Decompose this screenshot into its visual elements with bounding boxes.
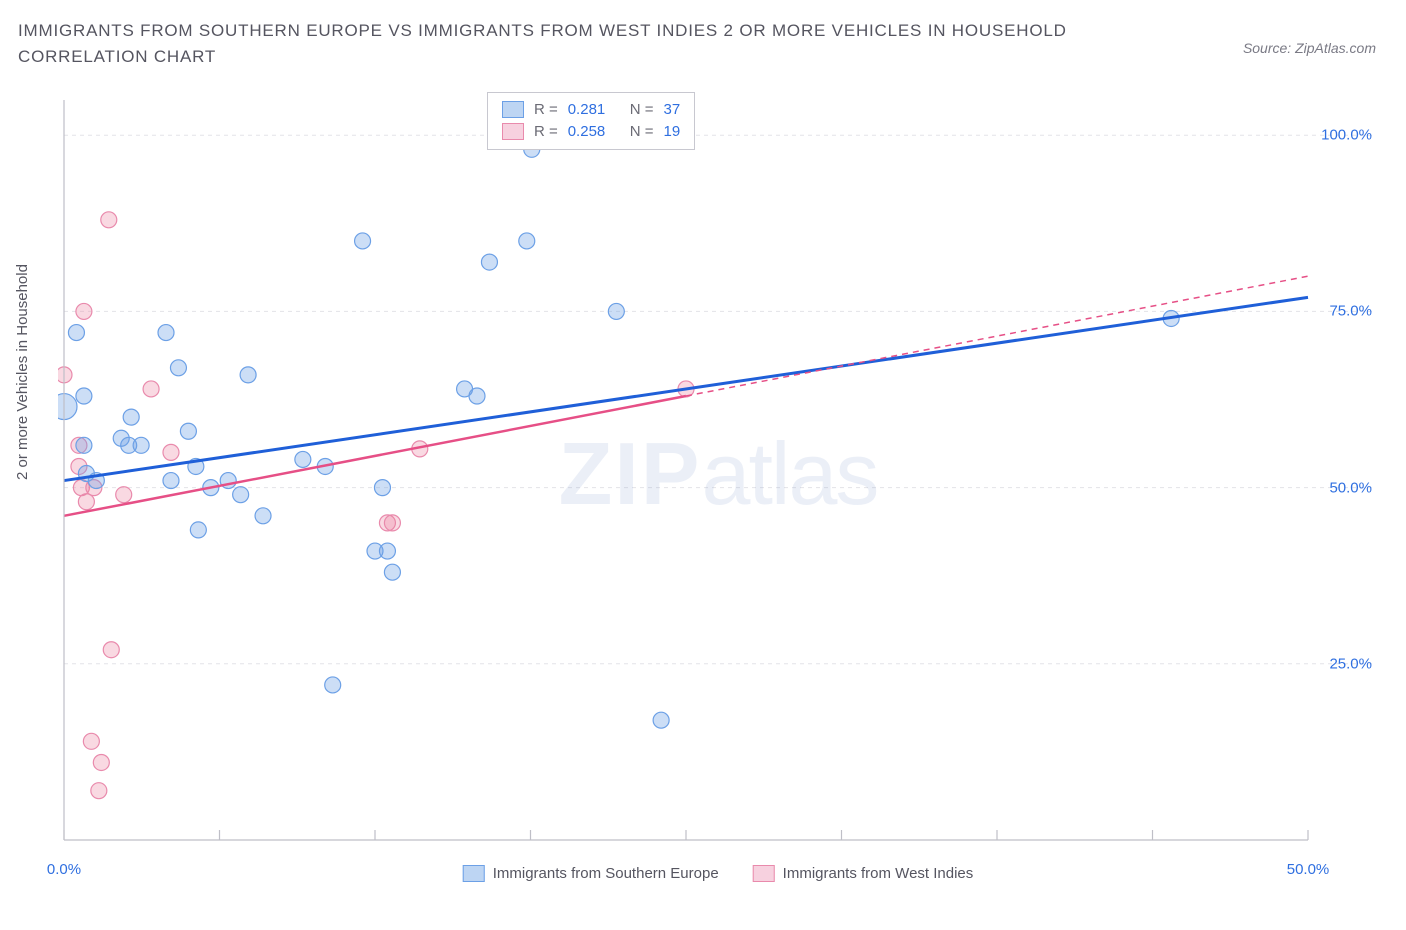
data-point	[190, 522, 206, 538]
legend-swatch	[502, 123, 524, 140]
series-legend-item: Immigrants from West Indies	[753, 865, 974, 882]
correlation-legend-row: R = 0.281 N = 37	[502, 99, 680, 121]
y-tick-label: 50.0%	[1329, 479, 1372, 496]
legend-swatch	[463, 865, 485, 882]
data-point	[76, 388, 92, 404]
trend-line	[64, 396, 686, 516]
legend-R-value: 0.281	[568, 99, 620, 121]
data-point	[116, 487, 132, 503]
legend-R-label: R =	[534, 121, 558, 143]
chart-header: IMMIGRANTS FROM SOUTHERN EUROPE VS IMMIG…	[18, 18, 1388, 71]
data-point	[355, 233, 371, 249]
data-point	[143, 381, 159, 397]
data-point	[58, 367, 72, 383]
legend-N-label: N =	[630, 121, 654, 143]
data-point	[163, 444, 179, 460]
data-point	[233, 487, 249, 503]
data-point	[653, 712, 669, 728]
data-point	[133, 437, 149, 453]
trend-line	[64, 297, 1308, 480]
data-point	[608, 303, 624, 319]
trend-line-extrapolated	[686, 276, 1308, 396]
data-point	[76, 437, 92, 453]
data-point	[78, 494, 94, 510]
data-point	[379, 543, 395, 559]
series-legend-label: Immigrants from West Indies	[783, 865, 974, 882]
data-point	[58, 394, 77, 420]
y-axis-label: 2 or more Vehicles in Household	[14, 264, 31, 480]
data-point	[83, 733, 99, 749]
data-point	[180, 423, 196, 439]
y-tick-label: 100.0%	[1321, 127, 1372, 144]
series-legend-item: Immigrants from Southern Europe	[463, 865, 719, 882]
legend-R-label: R =	[534, 99, 558, 121]
data-point	[68, 325, 84, 341]
chart-plot-area: ZIPatlas 25.0%50.0%75.0%100.0% 0.0%50.0%…	[58, 94, 1378, 854]
data-point	[519, 233, 535, 249]
data-point	[76, 303, 92, 319]
legend-swatch	[753, 865, 775, 882]
data-point	[255, 508, 271, 524]
data-point	[481, 254, 497, 270]
legend-swatch	[502, 101, 524, 118]
scatter-plot-svg	[58, 94, 1378, 854]
source-attribution: Source: ZipAtlas.com	[1243, 40, 1376, 56]
data-point	[295, 451, 311, 467]
data-point	[384, 515, 400, 531]
data-point	[374, 480, 390, 496]
data-point	[91, 783, 107, 799]
y-tick-label: 25.0%	[1329, 655, 1372, 672]
data-point	[101, 212, 117, 228]
data-point	[103, 642, 119, 658]
legend-N-label: N =	[630, 99, 654, 121]
data-point	[158, 325, 174, 341]
data-point	[384, 564, 400, 580]
legend-N-value: 37	[663, 99, 680, 121]
data-point	[170, 360, 186, 376]
correlation-legend-box: R = 0.281 N = 37 R = 0.258 N = 19	[487, 92, 695, 150]
x-tick-label: 0.0%	[47, 861, 81, 878]
data-point	[93, 754, 109, 770]
data-point	[325, 677, 341, 693]
correlation-legend-row: R = 0.258 N = 19	[502, 121, 680, 143]
series-legend: Immigrants from Southern Europe Immigrant…	[463, 865, 974, 882]
legend-N-value: 19	[663, 121, 680, 143]
data-point	[163, 473, 179, 489]
series-legend-label: Immigrants from Southern Europe	[493, 865, 719, 882]
data-point	[123, 409, 139, 425]
data-point	[240, 367, 256, 383]
data-point	[469, 388, 485, 404]
x-tick-label: 50.0%	[1287, 861, 1330, 878]
chart-title: IMMIGRANTS FROM SOUTHERN EUROPE VS IMMIG…	[18, 18, 1138, 71]
y-tick-label: 75.0%	[1329, 303, 1372, 320]
legend-R-value: 0.258	[568, 121, 620, 143]
